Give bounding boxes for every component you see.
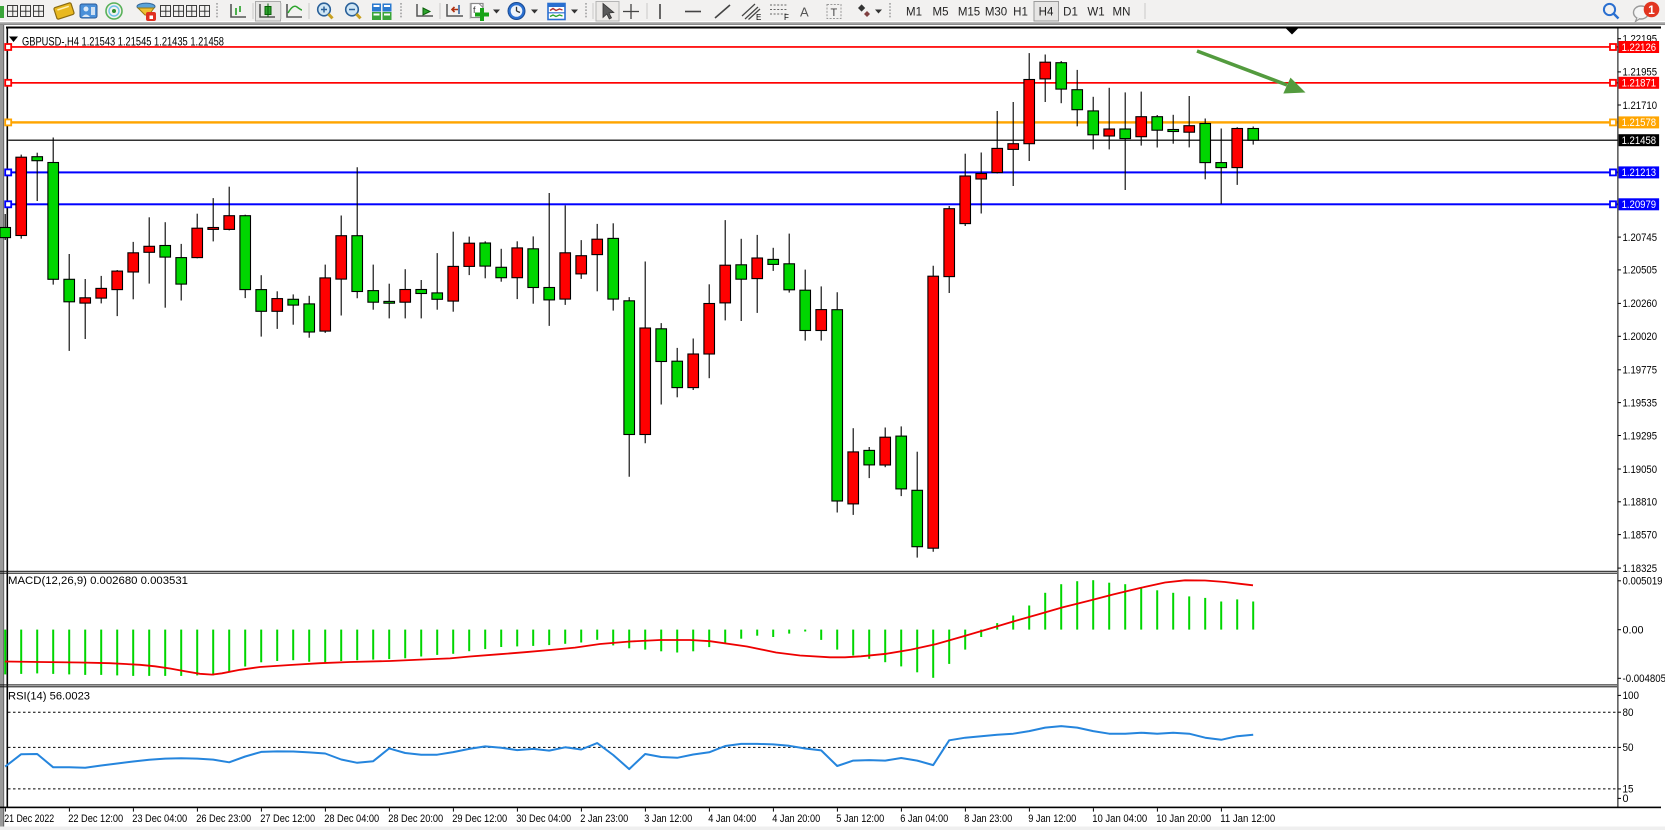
- svg-text:1.21213: 1.21213: [1622, 167, 1657, 179]
- svg-text:1.18810: 1.18810: [1623, 497, 1658, 509]
- svg-text:1: 1: [1648, 3, 1655, 17]
- svg-text:RSI(14) 56.0023: RSI(14) 56.0023: [8, 691, 90, 703]
- svg-text:3 Jan 12:00: 3 Jan 12:00: [644, 813, 692, 825]
- svg-text:10 Jan 04:00: 10 Jan 04:00: [1092, 813, 1147, 825]
- svg-text:29 Dec 12:00: 29 Dec 12:00: [452, 813, 507, 825]
- svg-text:1.20020: 1.20020: [1623, 331, 1658, 343]
- svg-text:D1: D1: [1063, 7, 1078, 19]
- svg-text:5 Jan 12:00: 5 Jan 12:00: [836, 813, 884, 825]
- svg-text:28 Dec 04:00: 28 Dec 04:00: [324, 813, 379, 825]
- svg-text:15: 15: [1623, 784, 1634, 796]
- svg-text:1.18570: 1.18570: [1623, 529, 1658, 541]
- svg-text:30 Dec 04:00: 30 Dec 04:00: [516, 813, 571, 825]
- svg-text:0.00: 0.00: [1623, 625, 1644, 637]
- svg-text:MACD(12,26,9) 0.002680 0.00353: MACD(12,26,9) 0.002680 0.003531: [8, 575, 188, 587]
- svg-text:11 Jan 12:00: 11 Jan 12:00: [1220, 813, 1275, 825]
- svg-text:1.19775: 1.19775: [1623, 365, 1658, 377]
- svg-text:28 Dec 20:00: 28 Dec 20:00: [388, 813, 443, 825]
- svg-text:1.20505: 1.20505: [1623, 265, 1658, 277]
- svg-text:10 Jan 20:00: 10 Jan 20:00: [1156, 813, 1211, 825]
- svg-text:4 Jan 20:00: 4 Jan 20:00: [772, 813, 820, 825]
- svg-text:1.19535: 1.19535: [1623, 397, 1658, 409]
- svg-text:80: 80: [1623, 707, 1634, 719]
- svg-text:21 Dec 2022: 21 Dec 2022: [4, 813, 54, 825]
- svg-text:1.21458: 1.21458: [1622, 135, 1657, 147]
- svg-text:H1: H1: [1013, 7, 1028, 19]
- svg-text:9 Jan 12:00: 9 Jan 12:00: [1028, 813, 1076, 825]
- svg-text:f: f: [473, 5, 476, 15]
- svg-text:1.18325: 1.18325: [1623, 563, 1658, 575]
- svg-text:4 Jan 04:00: 4 Jan 04:00: [708, 813, 756, 825]
- svg-text:E: E: [756, 13, 761, 22]
- svg-text:1.21871: 1.21871: [1622, 78, 1657, 90]
- svg-text:0.005019: 0.005019: [1623, 576, 1663, 588]
- svg-text:1.22126: 1.22126: [1622, 42, 1657, 54]
- svg-text:T: T: [831, 7, 838, 19]
- svg-text:1.20745: 1.20745: [1623, 232, 1658, 244]
- svg-text:6 Jan 04:00: 6 Jan 04:00: [900, 813, 948, 825]
- svg-text:2 Jan 23:00: 2 Jan 23:00: [580, 813, 628, 825]
- svg-text:1.20260: 1.20260: [1623, 298, 1658, 310]
- svg-text:1.19295: 1.19295: [1623, 430, 1658, 442]
- svg-text:100: 100: [1623, 690, 1640, 702]
- svg-text:M15: M15: [958, 7, 980, 19]
- svg-text:1.21955: 1.21955: [1623, 67, 1658, 79]
- svg-text:MN: MN: [1113, 7, 1131, 19]
- svg-text:1.21710: 1.21710: [1623, 100, 1658, 112]
- svg-text:M5: M5: [933, 7, 949, 19]
- svg-text:GBPUSD-,H4 1.21543 1.21545 1.: GBPUSD-,H4 1.21543 1.21545 1.21435 1.214…: [22, 35, 224, 49]
- svg-text:23 Dec 04:00: 23 Dec 04:00: [132, 813, 187, 825]
- svg-text:1.20979: 1.20979: [1622, 199, 1657, 211]
- svg-text:26 Dec 23:00: 26 Dec 23:00: [196, 813, 251, 825]
- svg-text:H4: H4: [1039, 7, 1054, 19]
- svg-text:F: F: [784, 13, 789, 22]
- svg-text:-0.004805: -0.004805: [1623, 673, 1665, 685]
- svg-text:8 Jan 23:00: 8 Jan 23:00: [964, 813, 1012, 825]
- svg-text:W1: W1: [1087, 7, 1104, 19]
- svg-text:A: A: [800, 5, 809, 20]
- svg-text:M30: M30: [985, 7, 1007, 19]
- svg-text:22 Dec 12:00: 22 Dec 12:00: [68, 813, 123, 825]
- svg-text:27 Dec 12:00: 27 Dec 12:00: [260, 813, 315, 825]
- svg-text:1.21578: 1.21578: [1622, 117, 1657, 129]
- svg-text:0: 0: [1623, 793, 1629, 805]
- svg-text:50: 50: [1623, 742, 1634, 754]
- svg-text:1.19050: 1.19050: [1623, 464, 1658, 476]
- svg-text:M1: M1: [906, 7, 922, 19]
